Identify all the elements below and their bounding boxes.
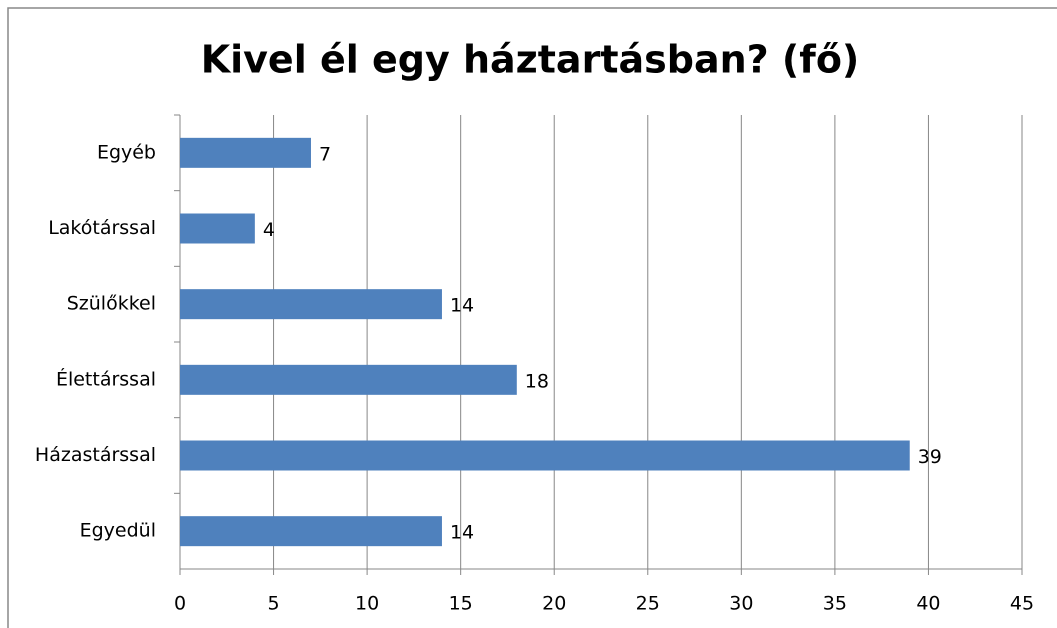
x-tick-label: 45 xyxy=(1010,593,1034,615)
bar xyxy=(180,440,910,471)
y-tick-label: Egyedül xyxy=(80,520,156,542)
bar xyxy=(180,516,442,547)
x-tick-label: 25 xyxy=(636,593,660,615)
y-tick-label: Élettárssal xyxy=(56,367,156,390)
data-label: 7 xyxy=(319,143,331,165)
x-tick-label: 10 xyxy=(355,593,379,615)
x-tick-label: 40 xyxy=(916,593,940,615)
bar xyxy=(180,213,255,244)
data-label: 39 xyxy=(918,446,942,468)
x-tick-label: 20 xyxy=(542,593,566,615)
y-tick-label: Egyéb xyxy=(97,141,156,163)
data-label: 14 xyxy=(450,295,474,317)
chart-title: Kivel él egy háztartásban? (fő) xyxy=(201,38,860,82)
bar xyxy=(180,289,442,320)
bar xyxy=(180,364,517,395)
data-label: 18 xyxy=(525,370,549,392)
y-tick-label: Lakótárssal xyxy=(48,217,156,239)
bar xyxy=(180,137,311,168)
x-tick-label: 0 xyxy=(174,593,186,615)
data-label: 14 xyxy=(450,522,474,544)
chart-frame xyxy=(7,7,1057,628)
x-tick-label: 30 xyxy=(729,593,753,615)
y-tick-label: Házastárssal xyxy=(35,444,156,466)
data-label: 4 xyxy=(263,219,275,241)
x-tick-label: 15 xyxy=(449,593,473,615)
x-tick-label: 5 xyxy=(268,593,280,615)
y-tick-label: Szülőkkel xyxy=(67,293,156,315)
x-tick-label: 35 xyxy=(823,593,847,615)
